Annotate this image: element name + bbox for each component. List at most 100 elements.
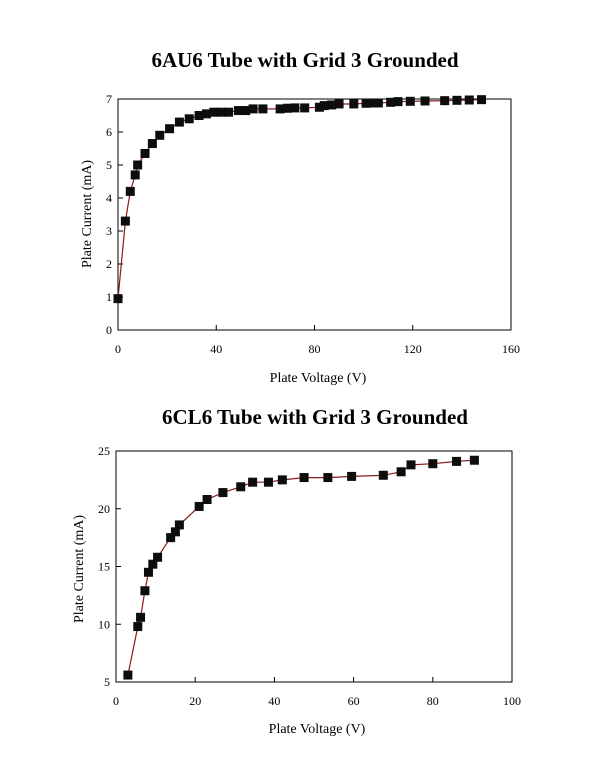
data-point xyxy=(361,98,371,108)
data-point xyxy=(136,612,146,622)
data-point xyxy=(248,477,258,487)
data-point xyxy=(396,467,406,477)
data-point xyxy=(406,460,416,470)
data-point xyxy=(378,470,388,480)
x-tick-label: 60 xyxy=(348,694,360,708)
x-tick-label: 80 xyxy=(427,694,439,708)
data-point xyxy=(277,475,287,485)
data-point xyxy=(319,101,329,111)
data-point xyxy=(174,520,184,530)
data-point xyxy=(452,95,462,105)
chart-title: 6AU6 Tube with Grid 3 Grounded xyxy=(151,48,458,72)
data-point xyxy=(170,527,180,537)
axis-ticks: 0 20 40 60 80 100 5 10 15 20 25 xyxy=(98,444,521,708)
data-point xyxy=(314,102,324,112)
data-point xyxy=(334,99,344,109)
chart-6cl6: 6CL6 Tube with Grid 3 Grounded 0 20 40 60 80… xyxy=(72,405,521,737)
data-point xyxy=(347,471,357,481)
x-tick-label: 100 xyxy=(503,694,521,708)
axis-ticks: 0 40 80 120 160 0 1 2 3 4 5 6 7 xyxy=(106,92,520,356)
data-point xyxy=(218,488,228,498)
data-point xyxy=(143,567,153,577)
data-point xyxy=(282,103,292,113)
data-point xyxy=(349,99,359,109)
series-markers xyxy=(123,455,479,680)
data-point xyxy=(477,95,487,105)
data-point xyxy=(165,124,175,134)
data-point xyxy=(241,106,251,116)
data-point xyxy=(452,456,462,466)
y-tick-label: 2 xyxy=(106,257,112,271)
data-point xyxy=(248,104,258,114)
data-point xyxy=(201,109,211,119)
y-axis-label: Plate Current (mA) xyxy=(72,515,87,623)
x-tick-label: 0 xyxy=(115,342,121,356)
data-point xyxy=(202,495,212,505)
data-point xyxy=(133,160,143,170)
data-point xyxy=(464,95,474,105)
data-point xyxy=(224,107,234,117)
data-point xyxy=(184,114,194,124)
x-tick-label: 160 xyxy=(502,342,520,356)
data-point xyxy=(393,97,403,107)
data-point xyxy=(275,104,285,114)
x-tick-label: 40 xyxy=(210,342,222,356)
y-tick-label: 10 xyxy=(98,617,110,631)
y-tick-label: 1 xyxy=(106,290,112,304)
y-tick-label: 5 xyxy=(106,158,112,172)
data-point xyxy=(123,670,133,680)
plot-frame xyxy=(115,450,513,683)
x-axis-label: Plate Voltage (V) xyxy=(270,371,367,386)
x-tick-label: 40 xyxy=(268,694,280,708)
data-point xyxy=(405,96,415,106)
x-tick-label: 0 xyxy=(113,694,119,708)
data-point xyxy=(428,459,438,469)
y-tick-label: 7 xyxy=(106,92,112,106)
data-point xyxy=(174,117,184,127)
data-point xyxy=(113,294,123,304)
data-point xyxy=(140,148,150,158)
series-line xyxy=(127,459,475,676)
y-tick-label: 25 xyxy=(98,444,110,458)
data-point xyxy=(148,559,158,569)
data-point xyxy=(236,482,246,492)
y-tick-label: 6 xyxy=(106,125,112,139)
chart-6au6: 6AU6 Tube with Grid 3 Grounded 0 40 80 120 1… xyxy=(80,48,520,386)
data-point xyxy=(133,622,143,632)
data-point xyxy=(420,96,430,106)
data-point xyxy=(299,473,309,483)
data-point xyxy=(263,477,273,487)
x-tick-label: 20 xyxy=(189,694,201,708)
data-point xyxy=(194,111,204,120)
data-point xyxy=(327,100,337,110)
x-tick-label: 80 xyxy=(309,342,321,356)
data-point xyxy=(120,216,130,226)
y-tick-label: 15 xyxy=(98,560,110,574)
data-point xyxy=(194,501,204,511)
plot-frame xyxy=(117,98,512,331)
data-point xyxy=(440,96,450,106)
data-point xyxy=(233,106,243,116)
data-point xyxy=(386,97,396,107)
data-point xyxy=(373,98,383,108)
data-point xyxy=(125,186,135,196)
data-point xyxy=(216,107,226,117)
data-point xyxy=(153,552,163,562)
y-tick-label: 4 xyxy=(106,191,112,205)
data-point xyxy=(155,130,165,140)
data-point xyxy=(130,170,140,180)
y-tick-label: 0 xyxy=(106,323,112,337)
data-point xyxy=(323,473,333,483)
data-point xyxy=(290,103,300,113)
y-tick-label: 3 xyxy=(106,224,112,238)
y-tick-label: 5 xyxy=(104,675,110,689)
data-point xyxy=(300,103,310,113)
data-point xyxy=(209,107,219,117)
data-point xyxy=(147,139,157,149)
data-point xyxy=(368,98,378,108)
y-axis-label: Plate Current (mA) xyxy=(80,160,95,268)
y-tick-label: 20 xyxy=(98,502,110,516)
x-tick-label: 120 xyxy=(404,342,422,356)
data-point xyxy=(166,533,176,543)
